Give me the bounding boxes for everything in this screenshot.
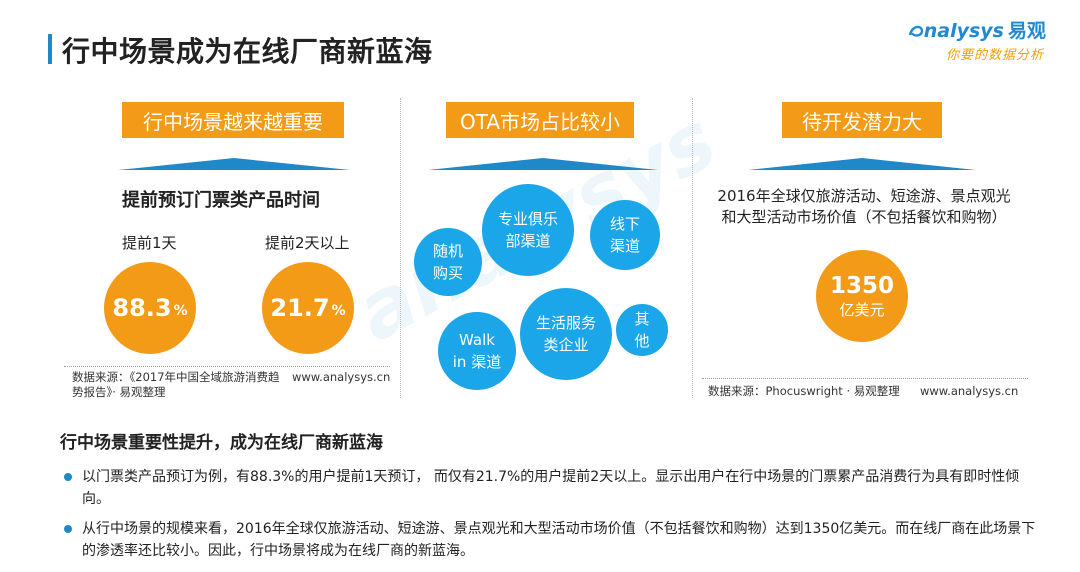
bubble-label: 专业俱乐部渠道 [498, 210, 559, 250]
panel2-wedge [428, 158, 658, 170]
logo-text: nalysys [923, 20, 1004, 42]
description-line: 和大型活动市场价值（不包括餐饮和购物） [721, 208, 1007, 226]
channel-bubble: 线下渠道 [590, 200, 660, 270]
market-value: 1350 [829, 273, 894, 299]
bubble-label: 生活服务类企业 [535, 314, 596, 354]
source-note: 数据来源：Phocuswright · 易观整理 [708, 384, 900, 398]
stat-unit: % [331, 303, 346, 319]
bullet-dot [64, 473, 72, 481]
stat-circle: 88.3% [104, 262, 196, 354]
summary-bullet: 以门票类产品预订为例，有88.3%的用户提前1天预订， 而仅有21.7%的用户提… [64, 466, 1044, 510]
source-note: 数据来源：《2017年中国全域旅游消费趋势报告》· 易观整理 [72, 370, 280, 399]
item-label: 提前1天 [122, 234, 177, 252]
market-value-circle: 1350 亿美元 [816, 250, 908, 342]
panel1-label: 行中场景越来越重要 [122, 102, 344, 138]
bubble-label: Walk in 渠道 [452, 331, 502, 371]
bullet-text: 从行中场景的规模来看，2016年全球仅旅游活动、短途游、景点观光和大型活动市场价… [82, 521, 1036, 559]
channel-bubble: 专业俱乐部渠道 [482, 184, 574, 276]
bubble-label: 其他 [634, 310, 650, 350]
analysys-logo: nalysys 易观 你要的数据分析 [906, 16, 1046, 68]
market-description: 2016年全球仅旅游活动、短途游、景点观光 和大型活动市场价值（不包括餐饮和购物… [702, 186, 1026, 228]
channel-bubble: 随机购买 [414, 228, 482, 296]
channel-bubble: Walk in 渠道 [438, 312, 516, 390]
panel3-label: 待开发潜力大 [782, 102, 942, 138]
item-label: 提前2天以上 [265, 234, 350, 252]
market-unit: 亿美元 [839, 301, 885, 319]
source-divider [64, 366, 390, 367]
title-accent-bar [48, 34, 52, 64]
source-url: www.analysys.cn [292, 370, 391, 384]
summary-bullet: 从行中场景的规模来看，2016年全球仅旅游活动、短途游、景点观光和大型活动市场价… [64, 518, 1044, 562]
bullet-dot [64, 525, 72, 533]
logo-cn: 易观 [1007, 20, 1046, 42]
panel3-wedge [748, 158, 976, 170]
logo-tagline: 你要的数据分析 [945, 48, 1044, 63]
panel-divider [692, 98, 693, 398]
summary-title: 行中场景重要性提升，成为在线厂商新蓝海 [60, 433, 383, 453]
logo-wordmark: nalysys 易观 [908, 16, 1046, 43]
panel-divider [400, 98, 401, 398]
stat-value: 21.7 [270, 294, 330, 322]
bubble-label: 线下渠道 [609, 215, 640, 255]
panel1-heading: 提前预订门票类产品时间 [122, 190, 320, 211]
page-title: 行中场景成为在线厂商新蓝海 [62, 35, 433, 68]
channel-bubble: 其他 [616, 304, 668, 356]
source-url: www.analysys.cn [920, 384, 1019, 398]
panel2-label: OTA市场占比较小 [446, 102, 634, 138]
stat-circle: 21.7% [262, 262, 354, 354]
stat-value: 88.3 [112, 294, 172, 322]
logo-swoosh-icon [908, 25, 923, 37]
source-divider [702, 378, 1028, 379]
stat-unit: % [173, 303, 188, 319]
description-line: 2016年全球仅旅游活动、短途游、景点观光 [717, 187, 1011, 205]
bullet-text: 以门票类产品预订为例，有88.3%的用户提前1天预订， 而仅有21.7%的用户提… [82, 469, 1020, 507]
channel-bubble: 生活服务类企业 [520, 288, 612, 380]
panel1-wedge [118, 158, 350, 170]
bubble-label: 随机购买 [432, 242, 463, 282]
